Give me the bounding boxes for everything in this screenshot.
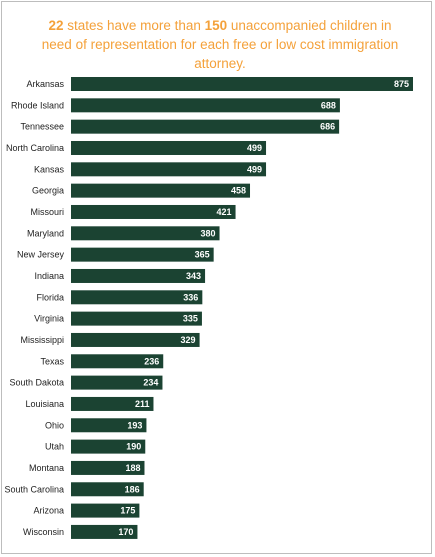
value-label: 188 — [125, 463, 140, 473]
bar — [71, 98, 340, 113]
bar — [71, 77, 413, 91]
bar — [71, 247, 214, 262]
value-label: 499 — [247, 143, 262, 153]
value-label: 193 — [127, 420, 142, 430]
value-label: 336 — [183, 292, 198, 302]
chart-title: 22 states have more than 150 unaccompani… — [40, 16, 400, 73]
bar — [71, 482, 144, 497]
category-label: Virginia — [34, 314, 64, 324]
bar — [71, 460, 145, 475]
category-label: Tennessee — [20, 122, 64, 132]
title-threshold: 150 — [204, 18, 228, 33]
value-label: 335 — [183, 314, 198, 324]
category-label: Georgia — [32, 186, 64, 196]
value-label: 329 — [181, 335, 196, 345]
category-label: South Dakota — [9, 378, 64, 388]
bar — [71, 119, 340, 134]
value-label: 421 — [217, 207, 232, 217]
category-label: Ohio — [45, 420, 64, 430]
bar — [71, 290, 203, 305]
value-label: 211 — [135, 399, 150, 409]
value-label: 343 — [186, 271, 201, 281]
category-label: Louisiana — [25, 399, 64, 409]
title-part2: unaccompanied children in need of repres… — [41, 18, 399, 71]
category-label: North Carolina — [6, 143, 64, 153]
category-label: Arizona — [33, 506, 64, 516]
value-label: 499 — [247, 164, 262, 174]
title-count: 22 — [48, 18, 64, 33]
value-label: 170 — [118, 527, 133, 537]
bar — [71, 524, 138, 539]
category-label: Florida — [36, 292, 64, 302]
value-label: 458 — [231, 186, 246, 196]
bar — [71, 439, 146, 454]
category-label: Mississippi — [20, 335, 64, 345]
bar — [71, 375, 163, 390]
category-label: Maryland — [27, 228, 64, 238]
category-label: Montana — [29, 463, 64, 473]
value-label: 365 — [195, 250, 210, 260]
bar — [71, 503, 140, 518]
value-label: 175 — [120, 506, 135, 516]
value-label: 186 — [125, 484, 140, 494]
bar — [71, 396, 154, 411]
category-label: New Jersey — [17, 250, 65, 260]
value-label: 234 — [143, 378, 158, 388]
category-label: Texas — [40, 356, 64, 366]
value-label: 190 — [126, 442, 141, 452]
bar — [71, 332, 200, 347]
bar — [71, 354, 164, 369]
bar — [71, 162, 267, 177]
category-label: Rhode Island — [11, 100, 64, 110]
bar — [71, 268, 206, 283]
category-label: Kansas — [34, 164, 65, 174]
bar — [71, 183, 251, 198]
bar — [71, 226, 220, 241]
value-label: 236 — [144, 356, 159, 366]
category-label: Utah — [45, 442, 64, 452]
value-label: 688 — [321, 100, 336, 110]
value-label: 686 — [320, 122, 335, 132]
category-label: Missouri — [30, 207, 64, 217]
bar — [71, 204, 236, 219]
value-label: 380 — [200, 228, 215, 238]
category-label: Indiana — [34, 271, 64, 281]
bar — [71, 418, 147, 433]
title-part1: states have more than — [63, 18, 205, 33]
category-label: South Carolina — [4, 484, 64, 494]
category-label: Arkansas — [26, 79, 64, 89]
bar — [71, 140, 267, 155]
value-label: 875 — [394, 79, 409, 89]
bar — [71, 311, 202, 326]
category-label: Wisconsin — [23, 527, 64, 537]
